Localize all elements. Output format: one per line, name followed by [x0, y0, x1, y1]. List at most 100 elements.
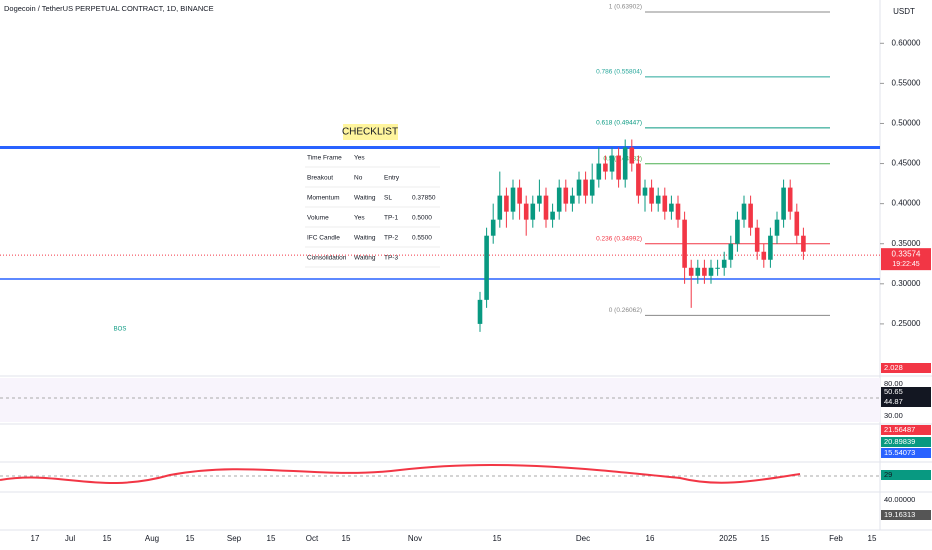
rsi-pane — [0, 378, 880, 422]
candle-body — [556, 187, 562, 212]
indicator-label: 50.65 — [884, 387, 903, 396]
x-tick-label: 15 — [186, 534, 195, 543]
candle-body — [735, 219, 740, 244]
indicator-label-box — [881, 437, 931, 447]
checklist-box — [343, 124, 398, 140]
x-tick-label: 2025 — [719, 534, 737, 543]
table-cell: TP-2 — [384, 235, 398, 242]
candle-body — [484, 235, 489, 300]
currency: USDT — [893, 7, 915, 16]
candle-body — [768, 235, 773, 260]
candle-body — [669, 203, 674, 212]
table-cell: IFC Candle — [307, 235, 340, 242]
indicator-label-box — [881, 448, 931, 458]
indicator-label-box — [881, 397, 931, 407]
y-tick-label: 0.35000 — [892, 239, 921, 248]
candle-body — [636, 163, 641, 196]
candle-body — [497, 195, 503, 220]
candle-body — [728, 243, 734, 260]
indicator-label: 20.89839 — [884, 437, 915, 446]
table-cell: Waiting — [354, 235, 376, 242]
chart-title: Dogecoin / TetherUS PERPETUAL CONTRACT, … — [4, 4, 214, 13]
indicator-label-box — [881, 411, 931, 421]
candle-body — [801, 235, 806, 252]
indicator-label: 29 — [884, 470, 892, 479]
indicator-label-box — [881, 510, 931, 520]
indicator-label: 21.56487 — [884, 425, 915, 434]
y-tick-label: 0.30000 — [892, 279, 921, 288]
candle-body — [702, 267, 707, 276]
table-cell: Waiting — [354, 255, 376, 262]
y-tick-label: 0.50000 — [892, 119, 921, 128]
indicator-label-box — [881, 470, 931, 480]
candle-body — [629, 147, 635, 164]
x-tick-label: 16 — [646, 534, 655, 543]
candle-body — [550, 211, 555, 220]
x-tick-label: Nov — [408, 534, 422, 543]
candle-body — [774, 219, 780, 236]
table-cell: Breakout — [307, 175, 333, 182]
x-tick-label: 17 — [31, 534, 40, 543]
checklist-title: CHECKLIST — [342, 127, 398, 138]
x-tick-label: 15 — [761, 534, 770, 543]
candle-body — [721, 259, 727, 268]
table-cell: 0.5000 — [412, 215, 432, 222]
candle-body — [570, 195, 575, 204]
candle-body — [688, 267, 694, 276]
countdown: 19:22:45 — [892, 261, 919, 268]
indicator-label-box — [881, 425, 931, 435]
table-cell: Momentum — [307, 195, 340, 202]
table-cell: Waiting — [354, 195, 376, 202]
last-price-box — [881, 248, 931, 271]
fib-label: 0.618 (0.49447) — [596, 120, 642, 127]
candle-body — [523, 203, 529, 220]
indicator-label: 80.00 — [884, 379, 903, 388]
x-tick-label: 15 — [493, 534, 502, 543]
candle-body — [596, 163, 602, 180]
candle-body — [576, 179, 582, 196]
y-tick-label: 0.55000 — [892, 78, 921, 87]
candle-body — [609, 155, 615, 172]
candle-body — [649, 187, 654, 204]
candle-body — [589, 179, 595, 196]
candle-body — [695, 267, 701, 276]
indicator-label: 44.87 — [884, 397, 903, 406]
y-tick-label: 0.45000 — [892, 159, 921, 168]
candle-body — [642, 187, 648, 196]
indicator-label-box — [881, 379, 931, 389]
x-tick-label: Sep — [227, 534, 242, 543]
table-cell: SL — [384, 195, 392, 202]
x-tick-label: Oct — [306, 534, 319, 543]
fib-label: 0.786 (0.55804) — [596, 69, 642, 76]
candle-body — [563, 187, 569, 204]
x-tick-label: Dec — [576, 534, 590, 543]
candle-body — [794, 211, 800, 236]
candle-body — [754, 227, 760, 252]
table-cell: Yes — [354, 155, 365, 162]
x-tick-label: 15 — [267, 534, 276, 543]
indicator-label: 30.00 — [884, 411, 903, 420]
candle-body — [761, 251, 767, 260]
candle-body — [741, 203, 747, 220]
table-cell: 0.37850 — [412, 195, 436, 202]
indicator-label: 2.028 — [884, 363, 903, 372]
last-price-label: 0.33574 — [892, 249, 921, 258]
candle-body — [510, 187, 516, 212]
table-cell: Time Frame — [307, 155, 342, 162]
candle-body — [477, 299, 483, 324]
fib-label: 1 (0.63902) — [609, 4, 642, 11]
table-cell: No — [354, 175, 363, 182]
bos-label: BOS — [114, 327, 127, 333]
candle-body — [715, 267, 720, 269]
candle-body — [748, 203, 753, 228]
table-cell: Volume — [307, 215, 329, 222]
candle-body — [603, 163, 608, 172]
x-tick-label: 15 — [342, 534, 351, 543]
y-tick-label: 0.25000 — [892, 319, 921, 328]
table-cell: Entry — [384, 175, 400, 182]
y-tick-label: 0.40000 — [892, 199, 921, 208]
candle-body — [490, 219, 496, 236]
y-tick-label: 0.60000 — [892, 38, 921, 47]
table-cell: TP-1 — [384, 215, 398, 222]
